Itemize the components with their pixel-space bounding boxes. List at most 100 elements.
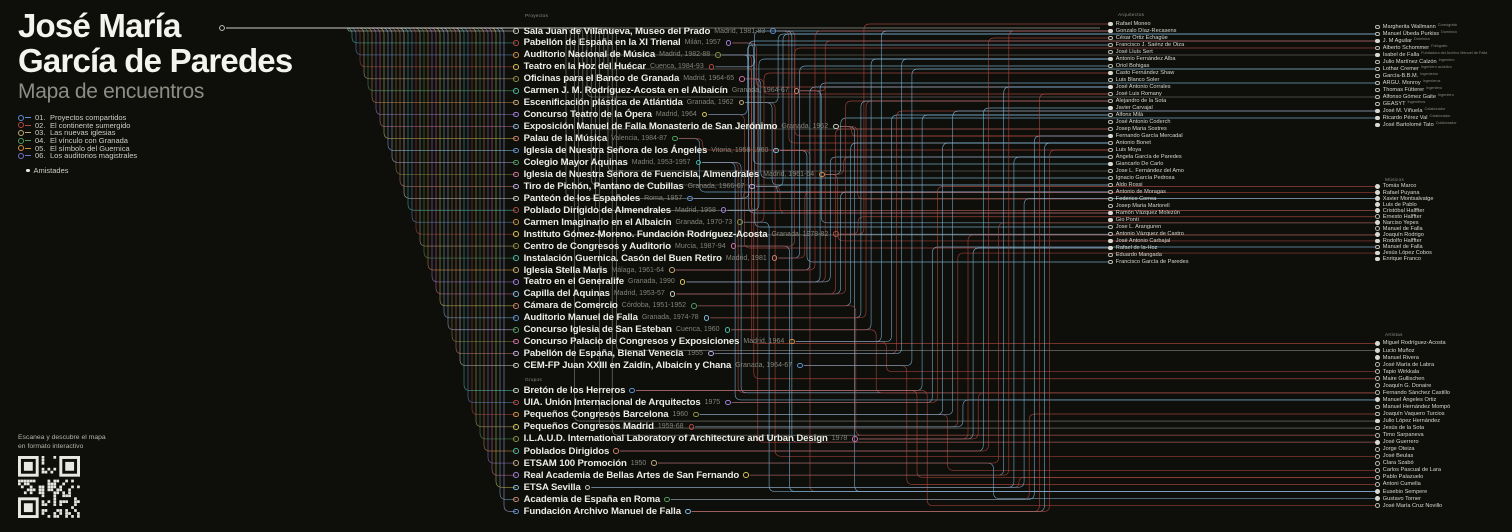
node-dot-icon — [513, 183, 519, 190]
person-name: Julio Martínez Calzón — [1382, 58, 1437, 65]
person-dot-icon — [1375, 108, 1380, 114]
column-header-artistas: Artistas — [1385, 333, 1403, 338]
person-row: César Ortiz Echagüe — [1108, 35, 1168, 41]
item-label: Escenificación plástica de Atlántida — [523, 97, 683, 109]
node-dot-icon — [513, 399, 519, 406]
person-name: José María de Labra — [1382, 361, 1435, 368]
item-label: Concurso Palacio de Congresos y Exposici… — [523, 336, 740, 348]
person-name: Maire Gullischen — [1382, 375, 1425, 382]
project-row: Concurso Iglesia de San Esteban Cuenca, 1… — [513, 324, 731, 336]
item-meta: Madrid, 1964-65 — [683, 75, 735, 83]
project-row: Palau de la Música Valencia, 1984-87 — [513, 133, 678, 144]
person-name: José Guerrero — [1382, 439, 1419, 446]
node-dot-icon — [707, 350, 714, 357]
person-dot-icon — [1108, 210, 1113, 216]
item-label: Pabellón de España, Bienal Venecia — [523, 348, 684, 360]
item-meta: 1950 — [630, 459, 647, 467]
person-dot-icon — [1375, 404, 1380, 410]
person-name: Tapio Wirkkala — [1382, 368, 1420, 375]
person-dot-icon — [1108, 70, 1113, 76]
person-row: Manuel Úbeda Purkiss Dominico — [1375, 30, 1457, 37]
person-row: Luis Moya — [1108, 147, 1141, 153]
person-dot-icon — [1375, 94, 1380, 100]
person-name: Lucio Muñoz — [1382, 347, 1415, 354]
person-dot-icon — [1375, 453, 1380, 459]
node-dot-icon — [513, 99, 519, 106]
person-name: José M. Viñuela — [1382, 107, 1423, 114]
person-dot-icon — [1375, 439, 1380, 445]
person-dot-icon — [1375, 390, 1380, 396]
person-row: Javier Carvajal — [1108, 105, 1153, 111]
person-row: Joaquín Rodrigo — [1375, 232, 1424, 238]
person-dot-icon — [1375, 432, 1380, 438]
person-row: Oriol Bohigas — [1108, 63, 1149, 69]
legend-item: 02. El continente sumergido — [18, 121, 137, 130]
person-role: Dominico — [1414, 37, 1430, 42]
node-dot-icon — [725, 40, 732, 46]
item-label: Concurso Iglesia de San Esteban — [523, 324, 672, 336]
person-dot-icon — [1375, 31, 1380, 37]
node-dot-icon — [664, 496, 670, 503]
person-dot-icon — [1108, 35, 1113, 41]
project-row: Carmen J. M. Rodríguez-Acosta en el Alba… — [513, 85, 800, 96]
column-header-proyectos: Proyectos — [525, 14, 549, 19]
person-role: Fundadora del Archivo Manuel de Falla — [1421, 51, 1488, 56]
person-dot-icon — [1375, 80, 1380, 86]
legend-number: 05. — [35, 143, 46, 153]
qr-caption-line2: en formato interactivo — [18, 442, 84, 450]
person-name: García-B.B.M. — [1382, 72, 1419, 79]
person-name: Jose L. Fernández del Amo — [1115, 167, 1184, 174]
project-row: Sala Juan de Villanueva, Museo del Prado… — [513, 26, 776, 37]
node-dot-icon — [513, 40, 519, 46]
node-dot-icon — [513, 448, 519, 454]
person-name: José Antonio Carbajal — [1115, 237, 1171, 244]
project-row: Concurso Teatro de la Ópera Madrid, 1964 — [513, 109, 708, 120]
node-dot-icon — [513, 219, 519, 225]
node-dot-icon — [513, 76, 519, 82]
person-dot-icon — [1375, 202, 1380, 208]
person-row: Jorge Oteiza — [1375, 446, 1415, 452]
person-row: Giancarlo De Carlo — [1108, 161, 1163, 167]
person-row: Manuel de Falla — [1375, 244, 1423, 250]
item-meta: Vitoria, 1958-1960 — [711, 147, 769, 154]
person-name: José Beulas — [1382, 453, 1414, 460]
item-meta: Milán, 1957 — [684, 39, 721, 47]
item-label: Panteón de los Españoles — [523, 192, 641, 204]
legend-dash-icon — [25, 117, 31, 119]
person-row: Gustavo Torner — [1375, 495, 1421, 502]
legend-label: Proyectos compartidos — [50, 113, 127, 123]
friendship-label: Amistades — [33, 166, 69, 175]
person-dot-icon — [1108, 189, 1113, 195]
legend-dash-icon — [25, 147, 31, 149]
node-dot-icon — [739, 76, 745, 82]
item-label: Instituto Gómez-Moreno. Fundación Rodríg… — [523, 228, 768, 240]
person-name: Antonio Vázquez de Castro — [1115, 230, 1184, 237]
node-dot-icon — [513, 159, 519, 166]
person-role: Fotógrafo — [1431, 44, 1448, 49]
person-dot-icon — [1108, 42, 1113, 48]
person-name: Enrique Franco — [1382, 256, 1422, 263]
project-row: Auditorio Manuel de Falla Granada, 1974-7… — [513, 312, 710, 323]
person-name: Joaquín G. Donaire — [1382, 382, 1432, 389]
person-name: Joaquín Vaquero Turcios — [1382, 410, 1445, 417]
item-label: Auditorio Nacional de Música — [523, 49, 656, 61]
project-row: Iglesia Stella Maris Málaga, 1961-64 — [513, 265, 675, 276]
person-row: J. M Aguilar Dominico — [1375, 37, 1430, 44]
node-dot-icon — [613, 448, 619, 454]
person-dot-icon — [1108, 154, 1113, 160]
person-row: Rodolfo Halffter — [1375, 238, 1422, 244]
item-meta: Granada, 1964-67 — [731, 87, 789, 95]
node-dot-icon — [513, 243, 519, 249]
item-label: UIA. Unión Internacional de Arquitectos — [523, 397, 701, 409]
person-name: Antonio Bonet — [1115, 139, 1151, 146]
person-row: José Lluís Sert — [1108, 49, 1153, 55]
person-row: Ángela García de Paredes — [1108, 154, 1182, 160]
person-dot-icon — [1108, 56, 1113, 62]
person-name: Miguel Rodríguez-Acosta — [1382, 340, 1446, 347]
node-dot-icon — [833, 123, 839, 130]
person-row: Rafael Moneo — [1108, 21, 1151, 27]
person-name: Narciso Yepes — [1382, 219, 1419, 226]
person-row: Jose L. Aranguren — [1108, 224, 1161, 230]
